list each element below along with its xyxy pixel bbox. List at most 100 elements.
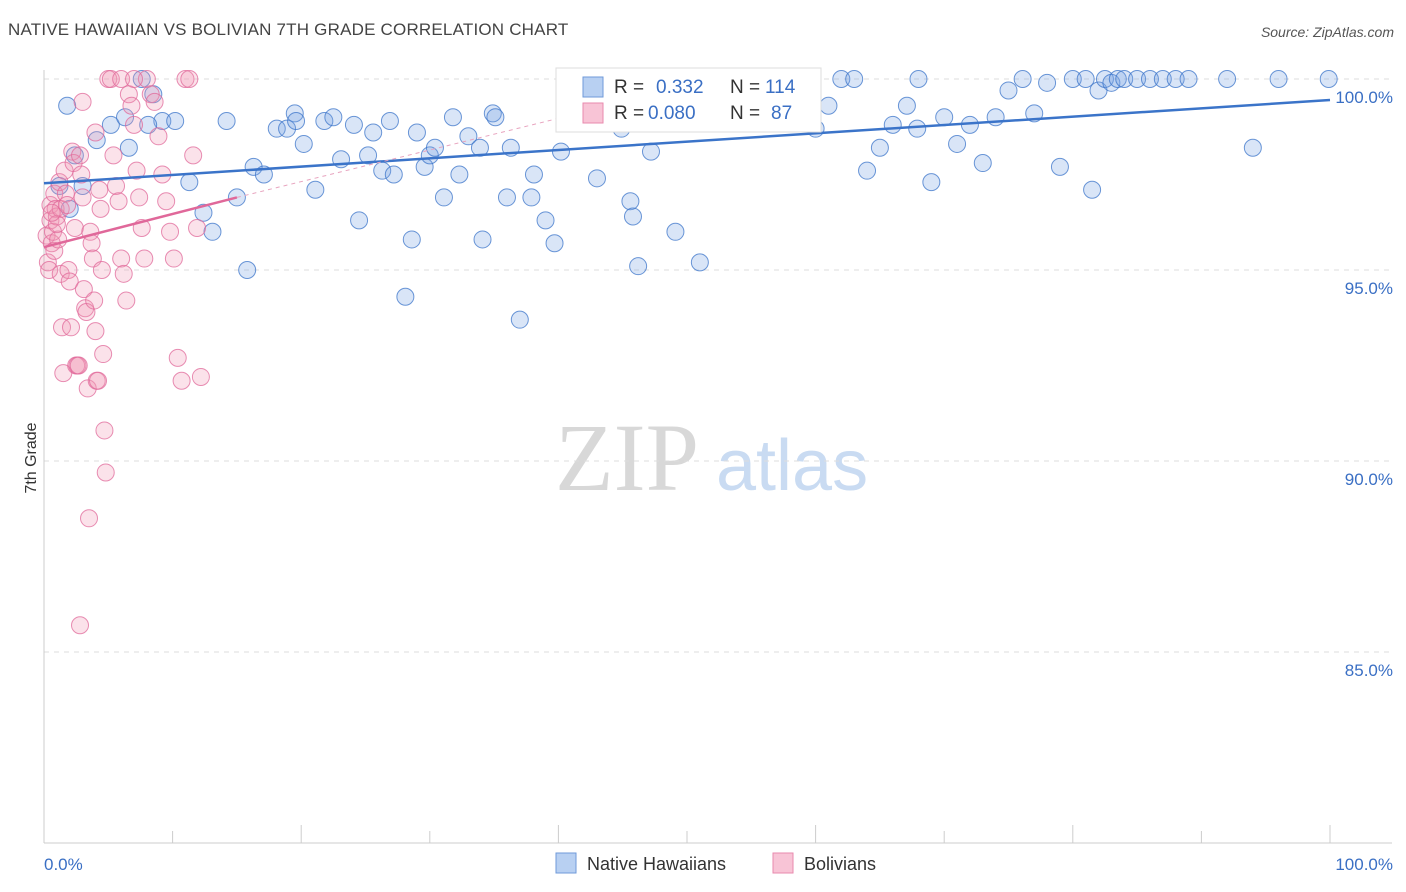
point-bolivians <box>71 146 90 165</box>
point-native-hawaiians <box>294 134 313 153</box>
point-bolivians <box>164 249 183 268</box>
point-native-hawaiians <box>497 188 516 207</box>
point-native-hawaiians <box>203 222 222 241</box>
source-credit: Source: ZipAtlas.com <box>1260 24 1394 40</box>
point-bolivians <box>62 318 81 337</box>
point-native-hawaiians <box>306 180 325 199</box>
point-native-hawaiians <box>897 96 916 115</box>
legend-n-value-1: 114 <box>765 77 796 98</box>
point-native-hawaiians <box>690 253 709 272</box>
y-axis-label: 7th Grade <box>23 422 40 493</box>
trend-extension-bolivians <box>236 105 610 198</box>
point-native-hawaiians <box>380 112 399 131</box>
point-native-hawaiians <box>344 115 363 134</box>
legend-r-label-2: R = <box>614 103 644 124</box>
point-native-hawaiians <box>909 70 928 88</box>
point-bolivians <box>74 280 93 299</box>
point-native-hawaiians <box>536 211 555 230</box>
point-native-hawaiians <box>1076 70 1095 88</box>
point-native-hawaiians <box>845 70 864 88</box>
point-bolivians <box>47 215 66 234</box>
point-native-hawaiians <box>999 81 1018 100</box>
point-native-hawaiians <box>1166 70 1185 88</box>
point-native-hawaiians <box>87 131 106 150</box>
point-native-hawaiians <box>935 108 954 127</box>
point-native-hawaiians <box>443 108 462 127</box>
point-native-hawaiians <box>510 310 529 329</box>
point-bolivians <box>114 264 133 283</box>
watermark-atlas: atlas <box>716 426 868 506</box>
point-bolivians <box>60 272 79 291</box>
point-bolivians <box>191 367 210 386</box>
point-native-hawaiians <box>459 127 478 146</box>
point-bolivians <box>42 203 61 222</box>
point-bolivians <box>95 421 114 440</box>
bottom-legend-swatch-pink <box>772 852 794 874</box>
series-bolivians-points <box>37 70 210 635</box>
point-native-hawaiians <box>486 108 505 127</box>
point-bolivians <box>135 249 154 268</box>
point-native-hawaiians <box>819 96 838 115</box>
point-bolivians <box>91 199 110 218</box>
point-native-hawaiians <box>1115 70 1134 88</box>
point-native-hawaiians <box>858 161 877 180</box>
point-bolivians <box>80 509 99 528</box>
point-native-hawaiians <box>350 211 369 230</box>
legend-r-value-1: 0.332 <box>656 77 704 98</box>
point-native-hawaiians <box>908 119 927 138</box>
point-native-hawaiians <box>1025 104 1044 123</box>
point-native-hawaiians <box>545 234 564 253</box>
point-bolivians <box>137 70 156 88</box>
point-native-hawaiians <box>883 115 902 134</box>
point-native-hawaiians <box>870 138 889 157</box>
point-bolivians <box>176 70 195 88</box>
point-native-hawaiians <box>101 115 120 134</box>
legend-n-label-1: N = <box>730 77 760 98</box>
point-bolivians <box>90 180 109 199</box>
point-bolivians <box>149 127 168 146</box>
point-bolivians <box>58 196 77 215</box>
point-bolivians <box>89 371 108 390</box>
point-native-hawaiians <box>139 115 158 134</box>
point-native-hawaiians <box>324 108 343 127</box>
point-bolivians <box>40 261 59 279</box>
point-native-hawaiians <box>285 104 304 123</box>
point-native-hawaiians <box>522 188 541 207</box>
point-native-hawaiians <box>973 154 992 173</box>
point-native-hawaiians <box>1243 138 1262 157</box>
stats-legend: R = 0.332 N = 114 R = 0.080 N = 87 <box>555 67 822 133</box>
bottom-legend-swatch-blue <box>555 852 577 874</box>
bottom-legend-label-bolivians: Bolivians <box>804 854 876 874</box>
point-bolivians <box>109 192 128 211</box>
point-bolivians <box>78 379 97 398</box>
point-bolivians <box>73 188 92 207</box>
point-bolivians <box>145 92 164 111</box>
point-native-hawaiians <box>166 112 185 131</box>
y-tick-label: 95.0% <box>1345 279 1393 298</box>
point-native-hawaiians <box>287 112 306 131</box>
point-native-hawaiians <box>119 138 138 157</box>
point-bolivians <box>104 146 123 165</box>
point-native-hawaiians <box>384 165 403 184</box>
point-native-hawaiians <box>402 230 421 249</box>
point-native-hawaiians <box>1128 70 1147 88</box>
bottom-legend-label-native-hawaiians: Native Hawaiians <box>587 854 726 874</box>
point-bolivians <box>38 253 57 272</box>
point-native-hawaiians <box>1013 70 1032 88</box>
point-native-hawaiians <box>629 257 648 276</box>
x-tick-label-min: 0.0% <box>44 855 83 874</box>
y-tick-labels: 85.0% 90.0% 95.0% 100.0% <box>1335 88 1393 680</box>
point-native-hawaiians <box>1050 157 1069 176</box>
point-native-hawaiians <box>832 70 851 88</box>
point-native-hawaiians <box>278 119 297 138</box>
point-native-hawaiians <box>587 169 606 188</box>
point-native-hawaiians <box>450 165 469 184</box>
point-native-hawaiians <box>359 146 378 165</box>
point-native-hawaiians <box>217 112 236 131</box>
point-native-hawaiians <box>194 203 213 222</box>
point-native-hawaiians <box>1218 70 1237 88</box>
point-native-hawaiians <box>551 142 570 161</box>
point-bolivians <box>53 318 72 337</box>
point-native-hawaiians <box>364 123 383 142</box>
